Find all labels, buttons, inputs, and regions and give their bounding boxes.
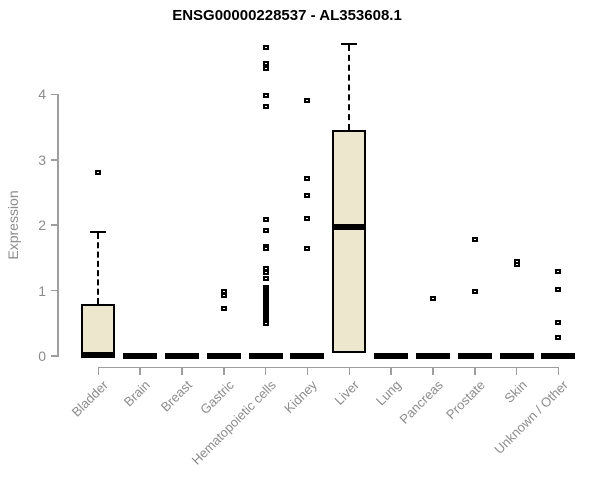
outlier-point (262, 265, 269, 271)
outlier-point (262, 227, 269, 233)
outlier-point (555, 286, 562, 292)
y-axis-tick (50, 289, 58, 292)
outlier-point (220, 288, 227, 294)
y-axis-tick (50, 224, 58, 226)
outlier-point (513, 261, 520, 267)
collapsed-box (123, 353, 158, 359)
upper-whisker-cap (90, 231, 107, 234)
box (332, 129, 367, 353)
x-axis-tick (223, 367, 225, 375)
outlier-point (262, 103, 269, 109)
outlier-point (262, 92, 269, 98)
collapsed-box (415, 353, 450, 359)
y-axis-tick (50, 93, 58, 96)
outlier-point (262, 275, 269, 281)
x-axis-tick (432, 367, 434, 375)
collapsed-box (374, 353, 409, 359)
box (81, 304, 116, 356)
outlier-point (262, 270, 269, 276)
x-axis-tick (474, 367, 476, 375)
outlier-point (262, 320, 269, 326)
y-axis-tick (50, 355, 58, 357)
collapsed-box (457, 353, 492, 359)
median-line (332, 223, 367, 230)
outlier-point (262, 66, 269, 72)
outlier-point (429, 295, 436, 301)
outlier-point (304, 193, 311, 199)
y-tick-label: 1 (38, 282, 46, 299)
x-axis-tick (181, 367, 183, 375)
outlier-point (304, 97, 311, 103)
outlier-point (555, 269, 562, 275)
collapsed-box (541, 353, 576, 359)
chart-title: ENSG00000228537 - AL353608.1 (172, 7, 402, 24)
outlier-point (262, 45, 269, 51)
outlier-point (262, 60, 269, 66)
outlier-point (220, 305, 227, 311)
y-tick-label: 4 (38, 86, 46, 103)
upper-whisker (97, 233, 100, 305)
collapsed-box (248, 353, 283, 359)
collapsed-box (206, 353, 241, 359)
median-line (81, 351, 116, 358)
x-axis-tick (557, 367, 560, 375)
outlier-point (304, 246, 311, 252)
outlier-point (471, 237, 478, 243)
outlier-point (220, 293, 227, 299)
outlier-point (262, 216, 269, 222)
x-axis-tick (264, 367, 267, 375)
x-axis-tick (97, 367, 100, 375)
collapsed-box (499, 353, 534, 359)
y-tick-label: 2 (38, 217, 46, 234)
upper-whisker-cap (341, 42, 358, 45)
outlier-point (304, 175, 311, 181)
x-axis-tick (515, 367, 518, 375)
y-tick-label: 0 (38, 348, 46, 364)
y-tick-label: 3 (38, 151, 46, 168)
upper-whisker (348, 44, 351, 130)
x-axis-tick (348, 367, 351, 375)
outlier-point (471, 289, 478, 295)
outlier-point (262, 246, 269, 252)
x-axis-tick (306, 367, 309, 375)
outlier-point (304, 215, 311, 221)
x-axis-tick (139, 367, 141, 375)
x-axis-tick (390, 367, 392, 375)
x-axis-line (97, 366, 560, 368)
outlier-point (555, 320, 562, 326)
collapsed-box (164, 353, 199, 359)
outlier-point (555, 334, 562, 340)
y-axis-tick (50, 159, 58, 161)
collapsed-box (290, 353, 325, 359)
outlier-point (95, 169, 102, 175)
y-axis-line (57, 94, 59, 358)
